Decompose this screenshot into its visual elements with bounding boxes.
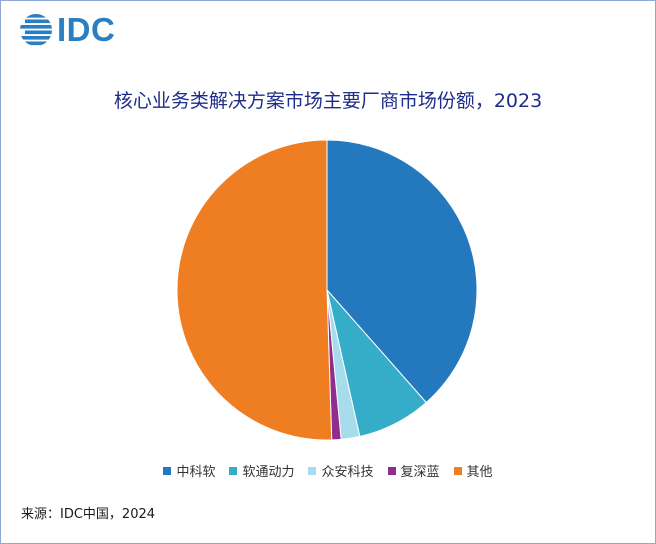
globe-bar [25, 19, 52, 24]
source-note: 来源：IDC中国，2024 [21, 507, 156, 522]
legend-label: 其他 [466, 465, 493, 480]
pie-chart [176, 139, 478, 441]
legend-item: 中科软 [163, 461, 215, 480]
idc-logo-text: IDC [57, 11, 116, 48]
legend-item: 复深蓝 [387, 461, 440, 480]
globe-bar [20, 14, 52, 18]
pie-slice-中科软 [326, 139, 478, 404]
legend-item: 众安科技 [308, 461, 374, 480]
globe-bar [25, 30, 52, 35]
legend-swatch [163, 466, 172, 475]
legend-label: 复深蓝 [400, 465, 440, 480]
globe-bar [25, 41, 52, 46]
chart-legend: 中科软 软通动力 众安科技 复深蓝 其他 [1, 461, 655, 480]
legend-label: 众安科技 [321, 465, 374, 480]
pie-slice-其他 [176, 139, 333, 441]
legend-swatch [387, 466, 396, 475]
legend-swatch [453, 466, 462, 475]
globe-bar [20, 25, 52, 29]
chart-title: 核心业务类解决方案市场主要厂商市场份额，2023 [113, 90, 543, 112]
idc-logo: IDC [19, 13, 115, 47]
legend-item: 软通动力 [229, 461, 294, 480]
legend-swatch [229, 466, 238, 475]
globe-bar [20, 36, 52, 40]
legend-label: 软通动力 [242, 465, 295, 480]
legend-item: 其他 [453, 461, 493, 480]
legend-swatch [308, 466, 317, 475]
idc-globe-icon [20, 14, 52, 46]
legend-label: 中科软 [176, 465, 216, 480]
